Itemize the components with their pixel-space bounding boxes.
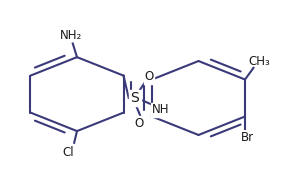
Text: Cl: Cl (63, 146, 74, 159)
Text: O: O (145, 70, 154, 83)
Text: NH₂: NH₂ (60, 29, 82, 42)
Text: Br: Br (241, 131, 254, 144)
Text: NH: NH (152, 103, 169, 116)
Text: CH₃: CH₃ (248, 54, 270, 68)
Text: O: O (135, 117, 144, 130)
Text: S: S (131, 91, 139, 105)
